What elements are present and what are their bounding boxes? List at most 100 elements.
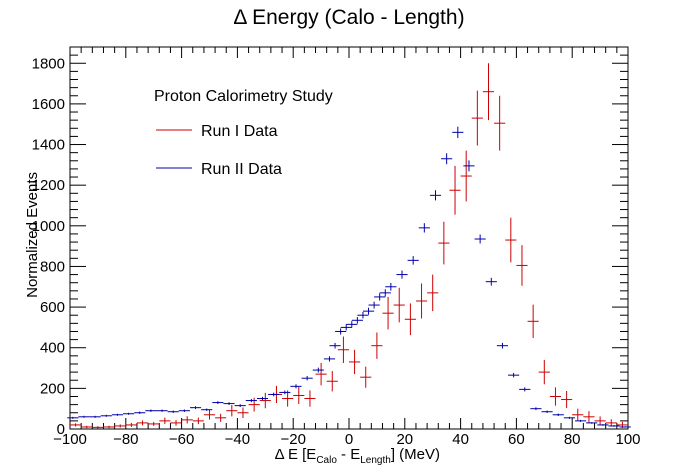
data-point-run-i — [572, 408, 584, 421]
x-axis-tick-labels: −100 −80 −60 −40 −20 0 20 40 60 80 100 — [53, 431, 640, 448]
y-tick-label: 600 — [40, 299, 65, 316]
data-point-run-ii — [268, 392, 280, 397]
data-point-run-ii — [441, 153, 453, 165]
data-point-run-i — [226, 405, 238, 417]
x-tick-label: −40 — [225, 431, 250, 448]
data-point-run-ii — [496, 342, 509, 349]
data-point-run-i — [136, 420, 149, 426]
data-point-run-ii — [245, 398, 257, 403]
data-point-run-i — [293, 386, 305, 405]
data-series — [67, 63, 631, 429]
x-tick-label: 40 — [452, 431, 469, 448]
data-point-run-i — [471, 90, 483, 146]
data-point-run-ii — [67, 416, 79, 419]
data-point-run-ii — [463, 160, 475, 172]
data-point-run-ii — [340, 324, 352, 331]
data-point-run-ii — [563, 416, 575, 419]
data-point-run-i — [326, 371, 338, 392]
data-point-run-i — [349, 349, 361, 375]
data-point-run-i — [237, 407, 249, 419]
data-point-run-i — [92, 426, 104, 429]
data-point-run-ii — [552, 413, 564, 416]
data-point-run-ii — [541, 410, 553, 413]
data-point-run-ii — [374, 293, 386, 301]
legend: Proton Calorimetry Study Run I Data Run … — [154, 88, 333, 178]
data-point-run-ii — [89, 415, 101, 418]
data-point-run-i — [315, 362, 327, 386]
y-axis-ticks — [70, 46, 628, 430]
data-point-run-i — [181, 416, 193, 424]
data-point-run-ii — [134, 411, 146, 414]
data-point-run-ii — [156, 409, 168, 412]
x-axis-ticks — [69, 47, 629, 429]
x-tick-label: −80 — [113, 431, 138, 448]
x-tick-label: 80 — [564, 431, 581, 448]
data-point-run-i — [360, 366, 372, 388]
data-point-run-i — [259, 392, 271, 409]
data-point-run-ii — [530, 407, 542, 411]
data-point-run-ii — [608, 425, 620, 427]
legend-title: Proton Calorimetry Study — [154, 88, 333, 105]
data-point-run-ii — [178, 409, 190, 412]
data-point-run-ii — [357, 311, 369, 319]
data-point-run-ii — [189, 406, 202, 410]
x-tick-label: −60 — [169, 431, 194, 448]
data-point-run-ii — [279, 390, 291, 395]
data-point-run-i — [337, 336, 349, 363]
data-point-run-ii — [145, 409, 157, 412]
x-tick-label: −100 — [53, 431, 87, 448]
data-point-run-i — [594, 416, 606, 426]
data-point-run-i — [549, 387, 562, 406]
y-tick-label: 1800 — [32, 55, 65, 72]
chart-title: Δ Energy (Calo - Length) — [233, 6, 464, 29]
series-run-ii — [67, 126, 631, 428]
data-point-run-i — [148, 421, 160, 426]
data-point-run-ii — [256, 396, 269, 401]
data-point-run-ii — [301, 375, 313, 381]
y-tick-label: 1600 — [32, 96, 65, 113]
y-tick-label: 1400 — [32, 137, 65, 154]
data-point-run-ii — [485, 277, 497, 286]
data-point-run-i — [215, 413, 227, 422]
x-tick-label: 100 — [615, 431, 640, 448]
data-point-run-i — [482, 63, 495, 121]
data-point-run-ii — [111, 413, 124, 416]
data-point-run-i — [103, 425, 115, 429]
data-point-run-ii — [335, 328, 347, 335]
data-point-run-i — [159, 417, 171, 425]
data-point-run-ii — [508, 372, 520, 378]
data-point-run-ii — [519, 387, 531, 392]
data-point-run-i — [203, 409, 216, 420]
data-point-run-i — [538, 359, 550, 385]
data-point-run-i — [404, 303, 416, 336]
data-point-run-ii — [574, 419, 587, 422]
data-point-run-ii — [351, 317, 363, 324]
data-point-run-i — [114, 424, 126, 428]
data-point-run-ii — [362, 307, 375, 315]
data-point-run-i — [192, 417, 204, 425]
data-point-run-ii — [323, 356, 336, 362]
data-point-run-ii — [396, 270, 408, 279]
y-tick-label: 800 — [40, 258, 65, 275]
data-point-run-ii — [385, 282, 397, 291]
data-point-run-i — [170, 420, 182, 426]
data-point-run-ii — [474, 234, 486, 244]
data-point-run-ii — [212, 401, 224, 405]
data-point-run-ii — [167, 410, 179, 413]
data-point-run-ii — [78, 415, 90, 418]
data-point-run-i — [516, 245, 528, 286]
data-point-run-ii — [329, 342, 341, 349]
data-point-run-ii — [346, 321, 358, 328]
y-axis-title: Normalized Events — [24, 172, 41, 298]
data-point-run-i — [371, 332, 383, 359]
x-tick-label: 60 — [508, 431, 525, 448]
data-point-run-ii — [597, 424, 609, 426]
x-tick-label: 20 — [396, 431, 413, 448]
x-axis-title-prefix: Δ E [E — [275, 446, 317, 463]
data-point-run-ii — [312, 367, 324, 373]
series-run-i — [70, 63, 628, 429]
data-point-run-i — [282, 390, 294, 407]
data-point-run-ii — [586, 422, 598, 424]
data-point-run-i — [415, 283, 428, 319]
data-point-run-i — [583, 411, 595, 423]
